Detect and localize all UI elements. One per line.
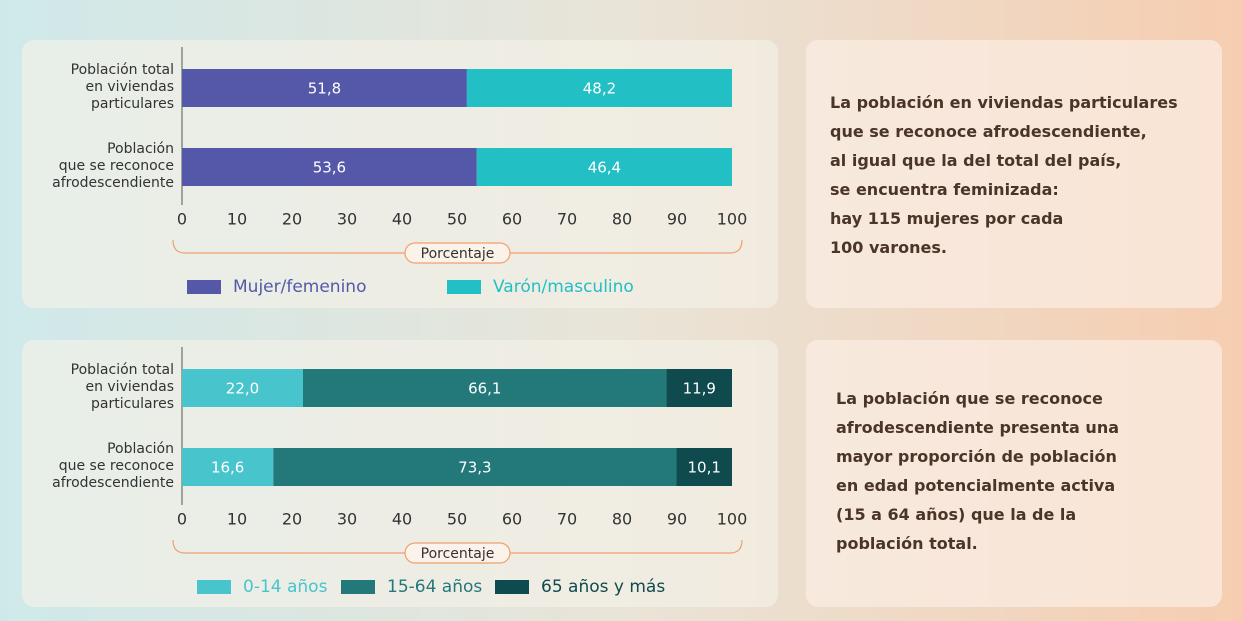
legend-label: 65 años y más [541,577,665,597]
value-label: 11,9 [683,380,716,398]
legend-swatch [447,280,481,294]
bar [676,448,732,486]
bar [182,369,303,407]
legend-label: 0-14 años [243,577,328,597]
x-tick-label: 20 [282,210,302,229]
category-label: Población total en viviendas particulare… [70,362,174,412]
x-tick-label: 20 [282,510,302,529]
category-label: Población que se reconoce afrodescendien… [52,141,174,191]
x-tick-label: 40 [392,210,412,229]
bracket [172,539,743,554]
x-tick-label: 70 [557,510,577,529]
legend-label: Varón/masculino [493,277,634,297]
x-tick-label: 100 [717,510,748,529]
axis-title-box [404,542,511,564]
legend-swatch [495,580,529,594]
panel [806,340,1222,607]
bar [476,148,732,186]
value-label: 73,3 [458,459,491,477]
x-tick-label: 70 [557,210,577,229]
panel [806,40,1222,308]
x-tick-label: 100 [717,210,748,229]
x-tick-label: 50 [447,510,467,529]
bar [466,69,732,107]
x-tick-label: 60 [502,210,522,229]
bar [182,148,477,186]
value-label: 51,8 [308,80,341,98]
x-tick-label: 10 [227,210,247,229]
x-tick-label: 30 [337,510,357,529]
bar [182,69,467,107]
value-label: 46,4 [588,159,621,177]
x-tick-label: 90 [667,210,687,229]
value-label: 16,6 [211,459,244,477]
x-tick-label: 40 [392,510,412,529]
x-tick-label: 0 [177,510,187,529]
bar [182,448,274,486]
x-tick-label: 90 [667,510,687,529]
legend-swatch [197,580,231,594]
x-tick-label: 80 [612,210,632,229]
legend-label: Mujer/femenino [233,277,366,297]
legend-swatch [341,580,375,594]
value-label: 53,6 [313,159,346,177]
bar [273,448,677,486]
x-tick-label: 0 [177,210,187,229]
legend-swatch [187,280,221,294]
x-tick-label: 80 [612,510,632,529]
value-label: 48,2 [583,80,616,98]
x-tick-label: 10 [227,510,247,529]
value-label: 10,1 [688,459,721,477]
axis-title: Porcentaje [421,546,495,562]
axis-title: Porcentaje [421,246,495,262]
x-tick-label: 30 [337,210,357,229]
bar [303,369,667,407]
axis-title-box [404,242,511,264]
x-tick-label: 60 [502,510,522,529]
category-label: Población total en viviendas particulare… [70,62,174,112]
annotation: La población que se reconoce afrodescend… [836,389,1119,553]
bracket [172,239,743,254]
legend-label: 15-64 años [387,577,482,597]
value-label: 22,0 [226,380,259,398]
category-label: Población que se reconoce afrodescendien… [52,441,174,491]
bar [666,369,732,407]
annotation: La población en viviendas particulares q… [830,93,1178,257]
x-tick-label: 50 [447,210,467,229]
value-label: 66,1 [468,380,501,398]
